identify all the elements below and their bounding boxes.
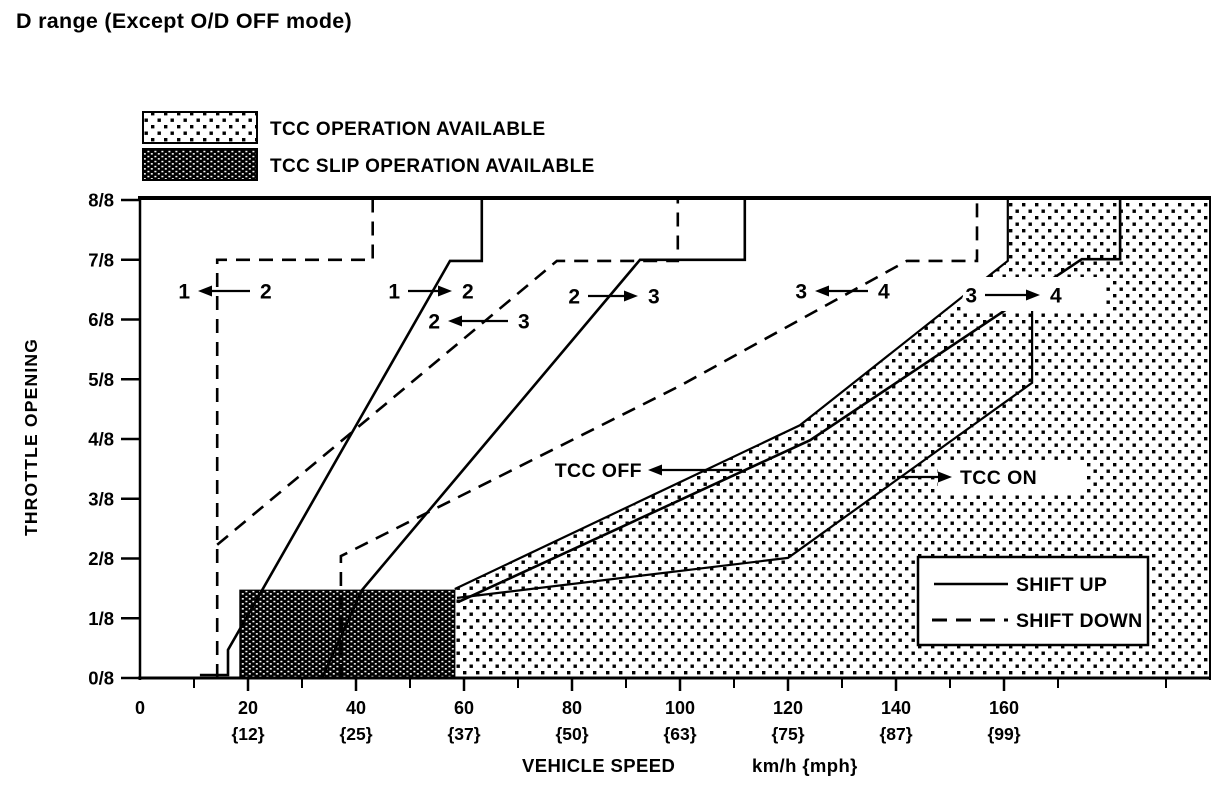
y-tick-label: 0/8 [88, 668, 114, 689]
top-legend: TCC OPERATION AVAILABLE TCC SLIP OPERATI… [142, 111, 595, 181]
x-tick-label-mph: {37} [447, 724, 480, 744]
shift-label-to: 3 [648, 286, 660, 309]
x-tick-label-kmh: 160 [989, 698, 1019, 718]
line-shift-3-4-down [339, 200, 979, 678]
arrowhead-icon [448, 315, 462, 327]
x-axis-title: VEHICLE SPEED km/h {mph} [522, 755, 858, 776]
y-tick-label: 7/8 [88, 249, 114, 270]
x-tick-label-mph: {75} [771, 724, 804, 744]
tcc-off-label: TCC OFF [551, 457, 742, 486]
tcc-label-text: TCC OFF [555, 460, 642, 482]
line-tcc-on-line [456, 299, 1034, 599]
y-tick-label: 5/8 [88, 369, 114, 390]
y-axis-title: THROTTLE OPENING [21, 338, 41, 536]
tcc-operation-label: TCC OPERATION AVAILABLE [270, 119, 546, 140]
shift-lines [199, 200, 1122, 679]
y-tick-label: 8/8 [88, 190, 114, 211]
y-tick-label: 2/8 [88, 548, 114, 569]
arrowhead-icon [815, 285, 829, 297]
tcc-slip-label: TCC SLIP OPERATION AVAILABLE [270, 156, 595, 177]
legend-dashed-label: SHIFT DOWN [1016, 610, 1142, 632]
line-legend-box: SHIFT UP SHIFT DOWN [916, 555, 1150, 647]
tcc-slip-region [239, 589, 456, 679]
x-tick-label-kmh: 40 [346, 698, 366, 718]
shift-label-from: 1 [178, 281, 190, 304]
line-shift-1-2-up [199, 200, 484, 677]
tcc-slip-swatch [142, 148, 258, 181]
line-shift-2-3-up [320, 200, 747, 679]
shift-label-from: 3 [795, 281, 807, 304]
x-tick-label-kmh: 80 [562, 698, 582, 718]
y-tick-label: 3/8 [88, 488, 114, 509]
x-tick-label-mph: {99} [987, 724, 1020, 744]
legend-solid-label: SHIFT UP [1016, 574, 1107, 596]
page-title: D range (Except O/D OFF mode) [16, 9, 352, 33]
shift-label-to: 4 [1050, 285, 1062, 308]
shift-label-from: 2 [568, 286, 580, 309]
tcc-label-text: TCC ON [960, 467, 1037, 489]
x-tick-label-kmh: 60 [454, 698, 474, 718]
x-tick-label-mph: {25} [339, 724, 372, 744]
tcc-operation-swatch [142, 111, 258, 144]
axis-ticks: 0/8 1/8 2/8 3/8 4/8 5/8 6/8 7/8 8/8 0 20 {12} 40 {25}… [88, 190, 1167, 744]
arrowhead-icon [648, 464, 662, 476]
chart-frame [138, 196, 1211, 680]
x-tick-label-mph: {87} [879, 724, 912, 744]
arrowhead-icon [438, 285, 452, 297]
y-tick-label: 4/8 [88, 429, 114, 450]
arrowhead-icon [938, 471, 952, 483]
y-tick-label: 6/8 [88, 309, 114, 330]
arrowhead-icon [624, 290, 638, 302]
shift-label-from: 1 [388, 281, 400, 304]
x-tick-label-kmh: 100 [665, 698, 695, 718]
x-tick-label-kmh: 120 [773, 698, 803, 718]
x-tick-label-kmh: 20 [238, 698, 258, 718]
shift-label-to: 3 [518, 311, 530, 334]
line-shift-3-4-up [457, 200, 1122, 604]
shift-label-to: 4 [878, 281, 890, 304]
arrowhead-icon [198, 285, 212, 297]
shift-label-to: 2 [462, 281, 474, 304]
tcc-on-label: TCC ON [897, 464, 1040, 493]
line-shift-2-3-down [216, 200, 680, 546]
shift-label-from: 2 [428, 311, 440, 334]
line-shift-1-2-down [215, 200, 374, 678]
y-tick-label: 1/8 [88, 608, 114, 629]
x-tick-label-mph: {50} [555, 724, 588, 744]
arrowhead-icon [1026, 289, 1040, 301]
line-legend-frame [916, 555, 1150, 647]
x-axis-title-units: km/h {mph} [752, 755, 858, 776]
x-axis-title-main: VEHICLE SPEED [522, 755, 675, 776]
label-backing [938, 461, 1086, 494]
x-tick-label-mph: {12} [231, 724, 264, 744]
x-tick-label-kmh: 140 [881, 698, 911, 718]
shift-label-from: 3 [965, 285, 977, 308]
shift-label-to: 2 [260, 281, 272, 304]
x-tick-label-kmh: 0 [135, 698, 145, 718]
line-tcc-off-boundary [454, 200, 1009, 590]
x-tick-label-mph: {63} [663, 724, 696, 744]
